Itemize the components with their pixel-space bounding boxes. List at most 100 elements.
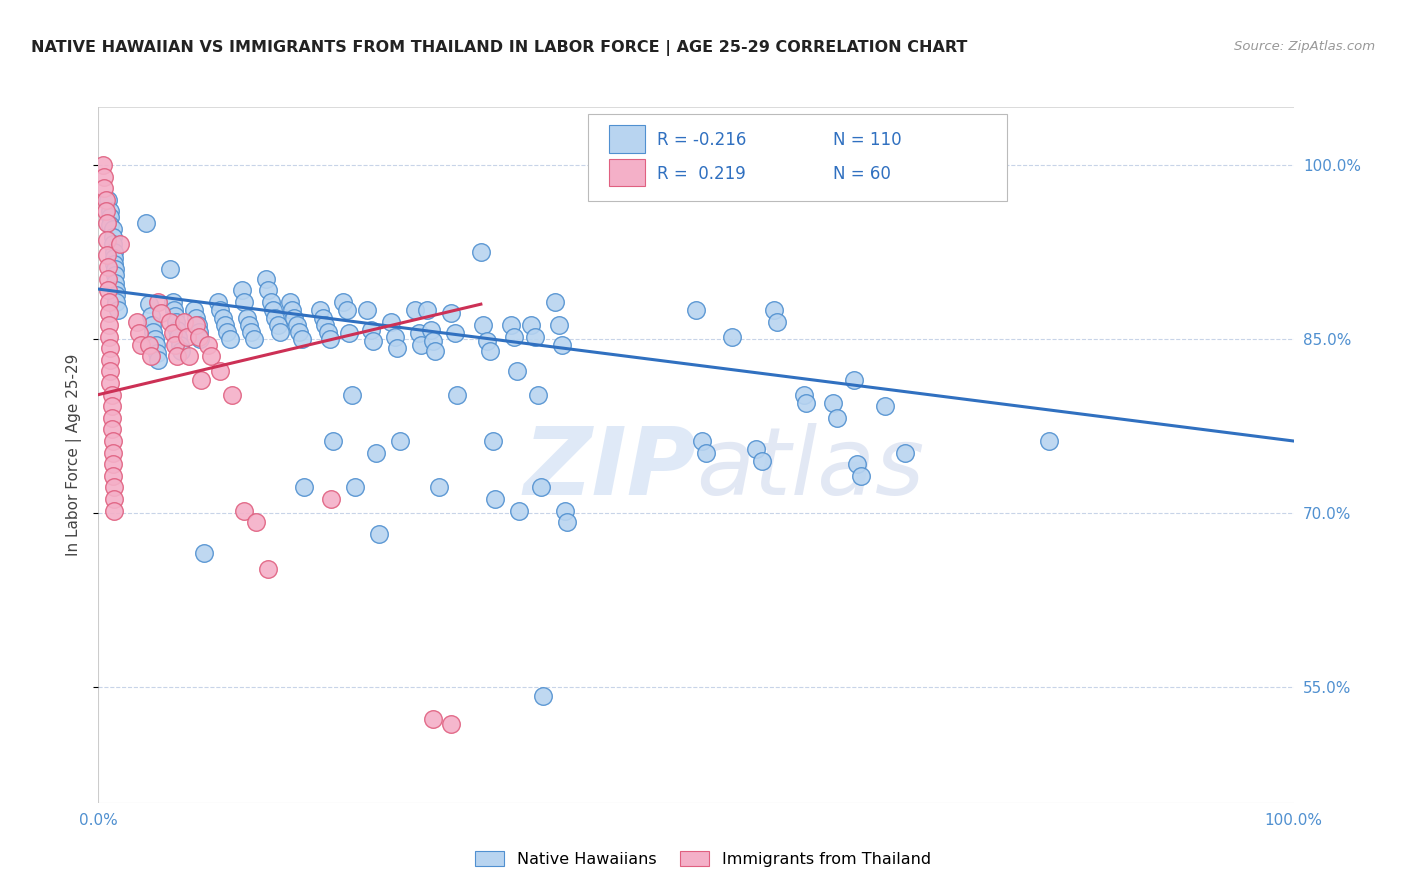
Point	[91, 158, 114, 172]
Point	[165, 315, 187, 329]
Point	[316, 325, 339, 339]
Point	[94, 193, 117, 207]
Point	[139, 309, 162, 323]
Point	[148, 352, 170, 367]
Point	[193, 546, 215, 560]
Point	[470, 244, 492, 259]
Point	[100, 399, 122, 413]
Point	[100, 410, 122, 425]
Point	[894, 445, 917, 459]
Point	[163, 338, 186, 352]
Point	[259, 294, 281, 309]
Point	[254, 271, 277, 285]
Point	[427, 480, 450, 494]
Point	[315, 318, 337, 332]
Point	[166, 350, 188, 364]
Point	[173, 315, 195, 329]
Point	[221, 387, 243, 401]
FancyBboxPatch shape	[609, 159, 644, 186]
Point	[197, 338, 219, 352]
Point	[446, 387, 468, 401]
Point	[186, 311, 208, 326]
Point	[163, 309, 186, 323]
Point	[104, 262, 127, 277]
Point	[846, 457, 869, 471]
Point	[101, 445, 124, 459]
Point	[209, 303, 232, 318]
Point	[100, 387, 122, 401]
Point	[233, 503, 256, 517]
Point	[589, 158, 612, 172]
Point	[321, 491, 343, 506]
Point	[139, 350, 162, 364]
Point	[281, 303, 304, 318]
Point	[721, 329, 744, 343]
Point	[141, 318, 163, 332]
Text: NATIVE HAWAIIAN VS IMMIGRANTS FROM THAILAND IN LABOR FORCE | AGE 25-29 CORRELATI: NATIVE HAWAIIAN VS IMMIGRANTS FROM THAIL…	[31, 40, 967, 56]
Point	[506, 364, 529, 378]
Point	[98, 219, 122, 233]
Point	[104, 277, 127, 291]
Point	[125, 315, 148, 329]
Point	[264, 311, 287, 326]
Point	[207, 294, 229, 309]
Point	[363, 334, 385, 349]
Point	[231, 283, 253, 297]
Point	[554, 503, 576, 517]
Point	[170, 343, 193, 358]
Point	[209, 364, 232, 378]
Point	[187, 325, 209, 339]
Point	[98, 318, 121, 332]
Point	[103, 257, 125, 271]
Point	[245, 515, 267, 529]
Point	[96, 216, 118, 230]
Point	[98, 294, 121, 309]
Point	[285, 318, 308, 332]
Point	[98, 341, 122, 355]
Point	[745, 442, 768, 456]
Point	[322, 434, 344, 448]
Point	[101, 222, 124, 236]
Point	[162, 326, 184, 341]
Point	[105, 283, 128, 297]
Point	[166, 323, 188, 337]
Point	[472, 318, 495, 332]
Point	[176, 329, 198, 343]
Point	[159, 262, 181, 277]
Point	[484, 491, 506, 506]
Point	[101, 434, 124, 448]
Point	[128, 326, 150, 341]
Point	[520, 318, 543, 332]
Point	[332, 294, 354, 309]
Point	[319, 332, 342, 346]
Point	[336, 303, 359, 318]
Point	[238, 318, 260, 332]
Point	[97, 283, 120, 297]
Point	[292, 480, 315, 494]
Point	[262, 303, 284, 318]
Point	[103, 251, 125, 265]
Point	[149, 306, 172, 320]
Point	[98, 329, 121, 343]
Point	[527, 387, 550, 401]
Point	[766, 315, 789, 329]
Point	[98, 306, 121, 320]
Point	[308, 303, 330, 318]
Point	[219, 332, 242, 346]
Point	[105, 288, 128, 302]
Point	[257, 561, 280, 575]
FancyBboxPatch shape	[589, 114, 1007, 201]
Point	[103, 503, 125, 517]
Point	[98, 376, 122, 390]
Point	[508, 503, 530, 517]
Point	[425, 343, 447, 358]
Point	[96, 233, 118, 247]
Text: ZIP: ZIP	[523, 423, 696, 515]
Point	[93, 169, 115, 184]
Point	[101, 468, 124, 483]
Point	[388, 434, 411, 448]
Point	[97, 260, 120, 274]
Point	[499, 318, 522, 332]
Point	[108, 236, 131, 251]
Point	[217, 325, 239, 339]
